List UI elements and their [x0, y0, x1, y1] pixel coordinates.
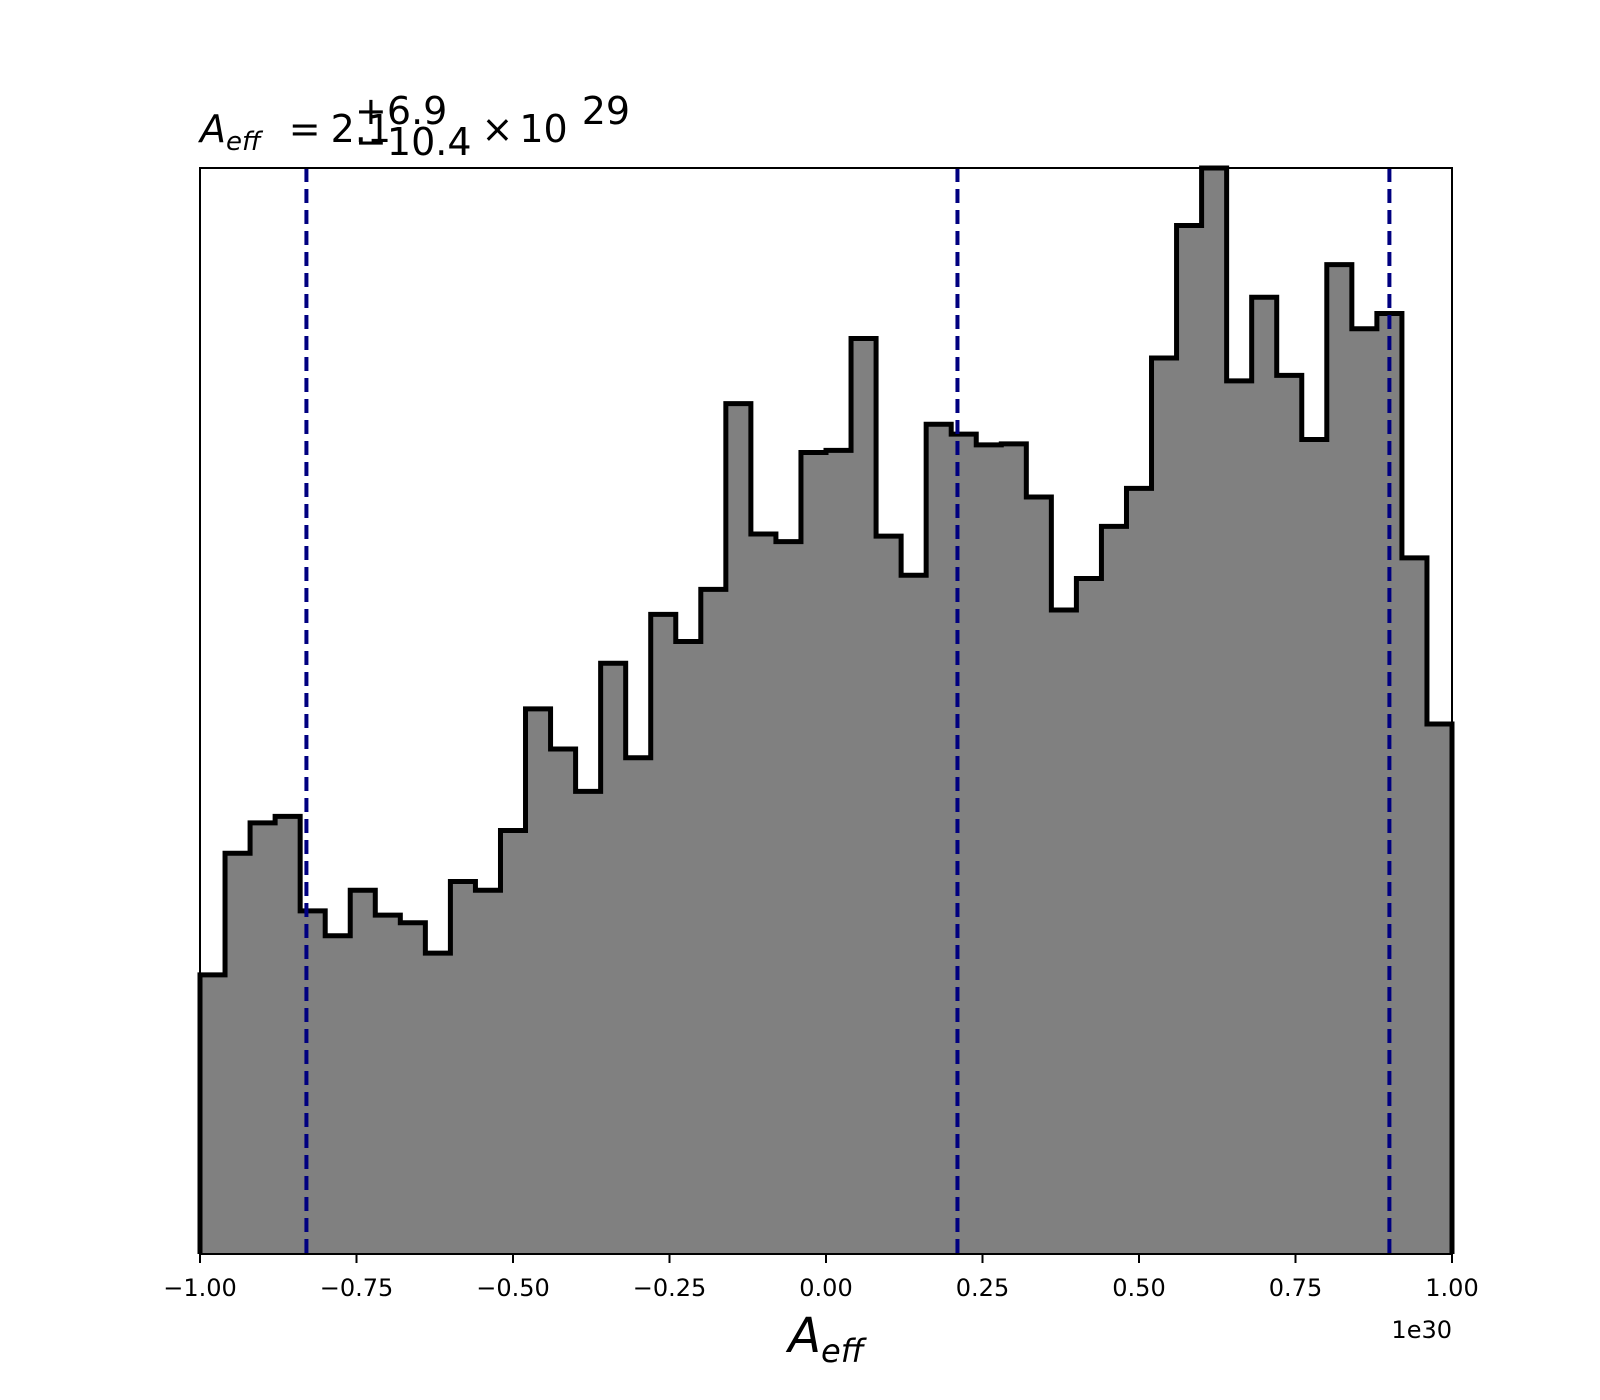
title-lower-error: −10.4 [355, 120, 471, 164]
histogram-bar [225, 853, 251, 1254]
histogram-bar [1126, 488, 1153, 1254]
histogram-bar [1201, 168, 1228, 1254]
histogram-bar [1351, 328, 1378, 1254]
histogram-bar [400, 922, 426, 1254]
histogram-bar [275, 816, 301, 1254]
histogram-bar [325, 935, 351, 1254]
x-axis-offset-label: 1e30 [1391, 1316, 1452, 1344]
histogram-bar [450, 881, 477, 1254]
histogram-bar [1151, 358, 1178, 1254]
x-tick-label: −1.00 [163, 1274, 237, 1302]
histogram-bar [700, 589, 727, 1254]
histogram-bar [951, 434, 977, 1254]
histogram-bar [650, 614, 677, 1254]
x-tick-label: 0.50 [1112, 1274, 1165, 1302]
chart-title: Aeff = 2.1 +6.9 −10.4 × 10 29 [197, 89, 630, 164]
histogram-bar [550, 749, 577, 1254]
histogram-bar [1101, 526, 1128, 1254]
histogram-bar [800, 452, 827, 1255]
x-axis: −1.00 −0.75 −0.50 −0.25 0.00 0.25 0.50 0.75 1.00 [163, 1254, 1479, 1302]
x-tick-label: −0.50 [476, 1274, 550, 1302]
histogram-bar [425, 953, 451, 1254]
histogram-bar [1176, 225, 1203, 1255]
histogram-bar [775, 541, 802, 1254]
quantile-lines [304, 168, 1392, 1254]
histogram-bar [1001, 443, 1027, 1254]
title-median: 2.1 [331, 107, 391, 151]
histogram-bar [901, 575, 927, 1254]
x-tick-label: 0.75 [1269, 1274, 1322, 1302]
histogram-bar [1301, 439, 1328, 1254]
histogram-bar [826, 450, 852, 1254]
histogram-bars [200, 168, 1453, 1255]
histogram-bar [200, 974, 226, 1254]
histogram-bar [475, 890, 502, 1254]
histogram-step-outline [197, 165, 1455, 1254]
histogram-bar [976, 444, 1002, 1254]
histogram-bar [750, 533, 777, 1254]
svg-text:Aeff=2.1: Aeff = 2.1 [197, 107, 391, 157]
title-exponent: 29 [582, 89, 630, 133]
histogram-bar [1076, 578, 1103, 1254]
histogram-bar [300, 910, 326, 1254]
histogram-bar [851, 338, 877, 1254]
histogram-bar [1026, 497, 1052, 1255]
title-equals: = [289, 107, 321, 151]
histogram-bar [250, 822, 276, 1254]
histogram-bar [1251, 297, 1278, 1254]
histogram-bar [1426, 724, 1453, 1254]
histogram-bar [600, 663, 627, 1254]
histogram-bar [575, 791, 602, 1254]
histogram-bar [1276, 375, 1303, 1254]
histogram-bar [1226, 380, 1253, 1255]
title-times: × 10 [482, 107, 568, 151]
histogram-bar [525, 708, 552, 1254]
histogram-bar [1401, 557, 1428, 1254]
histogram-bar [876, 536, 902, 1254]
title-upper-error: +6.9 [355, 89, 447, 133]
histogram-bar [1051, 610, 1077, 1254]
x-tick-label: −0.75 [320, 1274, 394, 1302]
title-variable: A [197, 107, 226, 151]
histogram-bar [500, 830, 527, 1254]
x-tick-label: 1.00 [1425, 1274, 1478, 1302]
x-tick-label: 0.00 [799, 1274, 852, 1302]
title-variable-subscript: eff [226, 127, 264, 157]
histogram-bar [625, 757, 652, 1254]
histogram-bar [375, 915, 401, 1254]
x-axis-label: Aeff [785, 1308, 868, 1370]
x-tick-label: −0.25 [633, 1274, 707, 1302]
histogram-bar [926, 424, 952, 1254]
histogram-bar [1326, 264, 1353, 1254]
histogram-bar [725, 403, 752, 1254]
x-tick-label: 0.25 [956, 1274, 1009, 1302]
histogram-bar [350, 890, 376, 1254]
histogram-bar [675, 641, 702, 1254]
